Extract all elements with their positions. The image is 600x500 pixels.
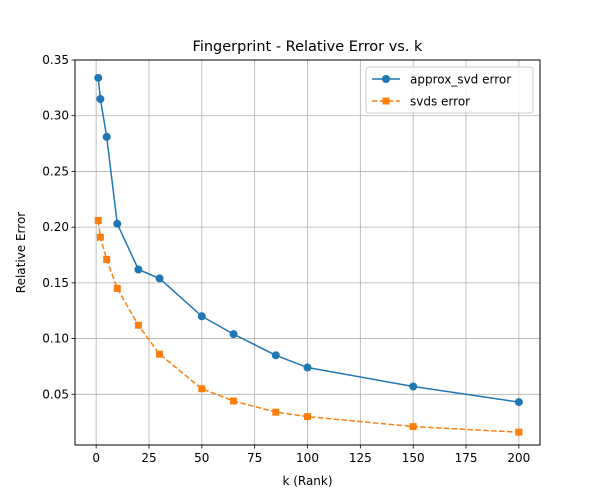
series-layer [94,73,523,436]
series-0 [94,73,523,407]
data-point [304,413,311,421]
series-1 [94,216,523,436]
data-point [514,398,523,407]
y-tick-label: 0.30 [42,109,69,123]
series-line [97,77,519,403]
data-point [96,233,104,241]
series-line [97,220,519,433]
y-tick-label: 0.20 [42,220,69,234]
legend-marker [382,75,390,83]
x-tick-label: 175 [455,451,478,465]
y-axis-title: Relative Error [14,212,28,294]
x-tick-label: 50 [194,451,209,465]
x-tick-label: 100 [296,451,319,465]
x-tick-label: 0 [92,451,100,465]
data-point [272,408,280,416]
data-point [409,382,418,391]
x-tick-label: 125 [349,451,372,465]
legend-label: svds error [410,95,470,109]
legend-label: approx_svd error [410,73,511,87]
data-point [515,428,523,436]
data-point [102,132,111,141]
chart-title: Fingerprint - Relative Error vs. k [193,39,424,55]
data-point [271,351,280,360]
data-point [94,73,103,82]
x-tick-label: 150 [402,451,425,465]
data-point [94,216,102,224]
data-point [229,330,238,339]
data-point [113,219,122,228]
data-point [113,284,121,292]
data-point [96,95,105,104]
data-point [156,350,164,358]
data-point [303,363,312,372]
grid [75,59,540,445]
y-tick-label: 0.25 [42,164,69,178]
legend-box [365,66,534,114]
data-point [103,255,111,263]
y-tick-label: 0.05 [42,387,69,401]
axis-ticks: 0 25 50 75 100 125 150 175 200 0.05 0.10 0.15 0.20 0.… [42,53,530,465]
x-tick-label: 75 [247,451,262,465]
x-tick-label: 25 [141,451,156,465]
data-point [198,385,206,393]
x-axis-title: k (Rank) [282,474,332,488]
x-tick-label: 200 [507,451,530,465]
legend-marker [382,97,390,105]
data-point [155,274,164,283]
legend: approx_svd error svds error [365,66,534,114]
data-point [134,321,142,329]
data-point [134,265,143,274]
y-tick-label: 0.15 [42,276,69,290]
data-point [409,423,417,431]
y-tick-label: 0.35 [42,53,69,67]
data-point [197,312,206,321]
data-point [230,397,238,405]
y-tick-label: 0.10 [42,332,69,346]
